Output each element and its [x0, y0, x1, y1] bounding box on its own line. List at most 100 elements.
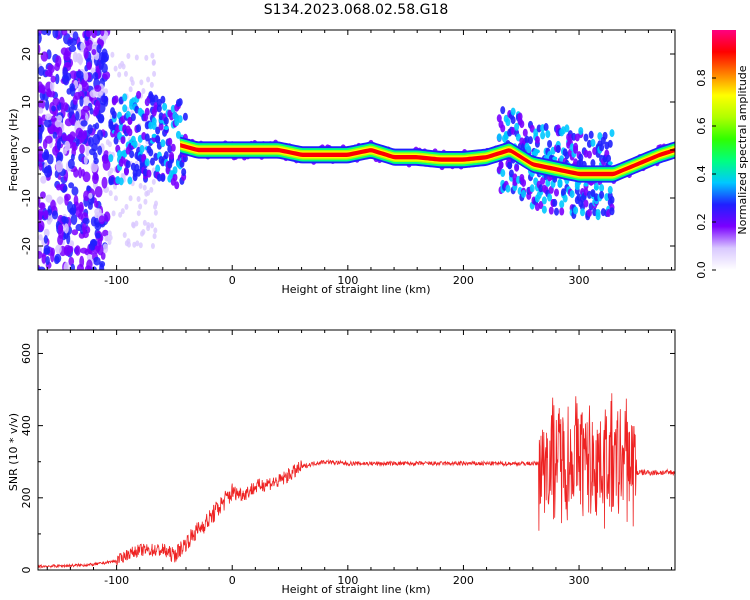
- spectrogram-cell: [573, 142, 579, 151]
- spectrogram-cell: [602, 131, 608, 140]
- spectrogram-cell: [128, 86, 133, 93]
- spectrogram-cell: [141, 87, 146, 94]
- spectrogram-cell: [609, 195, 615, 204]
- spectrogram-cell: [39, 202, 46, 211]
- spectrogram-cell: [127, 128, 133, 137]
- spectrogram-cell: [78, 129, 85, 138]
- spectrogram-cell: [507, 161, 513, 170]
- spectrogram-cell: [131, 221, 136, 228]
- spectrogram-cell: [64, 194, 69, 206]
- spectrogram-cell: [149, 81, 154, 88]
- spectrogram-cell: [55, 55, 62, 68]
- spectrogram-cells: [38, 30, 675, 270]
- spectrogram-cell: [521, 189, 527, 198]
- spectrogram-cell: [82, 96, 91, 104]
- spectrogram-cell: [151, 59, 156, 66]
- spectrogram-x-tick-label: 100: [337, 274, 358, 287]
- spectrogram-cell: [38, 222, 42, 230]
- spectrogram-cell: [96, 129, 104, 141]
- spectrogram-cell: [144, 158, 150, 167]
- spectrogram-cell: [82, 231, 89, 239]
- spectrogram-y-tick-label: -20: [20, 237, 33, 255]
- spectrogram-cell: [148, 148, 154, 157]
- spectrogram-cell: [78, 54, 83, 66]
- spectrogram-cell: [547, 139, 553, 148]
- spectrogram-cell: [55, 244, 62, 254]
- spectrogram-cell: [557, 180, 563, 185]
- spectrogram-cell: [102, 229, 109, 237]
- spectrogram-cell: [607, 139, 613, 148]
- spectrogram-cell: [160, 95, 166, 104]
- spectrogram-cell: [123, 167, 129, 176]
- spectrogram-cell: [125, 160, 131, 169]
- spectrogram-cell: [52, 30, 59, 39]
- spectrogram-cell: [120, 208, 125, 215]
- spectrogram-cell: [38, 234, 43, 241]
- spectrogram-cell: [87, 124, 93, 135]
- spectrogram-cell: [127, 176, 133, 185]
- spectrogram-cell: [70, 213, 78, 226]
- spectrogram-cell: [552, 198, 558, 207]
- spectrogram-cell: [93, 173, 98, 181]
- spectrogram-cell: [51, 210, 59, 220]
- spectrogram-cell: [505, 184, 511, 193]
- spectrogram-cell: [86, 259, 93, 270]
- spectrogram-cell: [90, 161, 98, 173]
- spectrogram-cell: [514, 122, 520, 131]
- spectrogram-cell: [153, 200, 158, 207]
- spectrogram-cell: [547, 193, 553, 202]
- spectrogram-cell: [118, 63, 123, 70]
- spectrogram-x-axis-label: Height of straight line (km): [281, 283, 430, 296]
- spectrogram-cell: [52, 97, 60, 106]
- spectrogram-cell: [64, 140, 71, 152]
- spectrogram-cell: [38, 266, 46, 270]
- spectrogram-cell: [510, 107, 516, 116]
- spectrogram-cell: [113, 95, 119, 104]
- spectrogram-cell: [97, 113, 105, 124]
- spectrogram-cell: [514, 163, 520, 172]
- spectrogram-cell: [85, 30, 92, 38]
- spectrogram-cell: [177, 115, 183, 124]
- colorbar-tick-label: 0.6: [695, 117, 708, 135]
- spectrogram-cell: [54, 253, 62, 263]
- spectrogram-cell: [607, 185, 613, 194]
- spectrogram-cell: [43, 235, 48, 244]
- colorbar-ticks: 0.0 0.2 0.4 0.6 0.8: [695, 69, 716, 279]
- spectrogram-x-tick-label: 0: [229, 274, 236, 287]
- spectrogram-cell: [68, 256, 75, 266]
- spectrogram-cell: [121, 173, 126, 180]
- spectrogram-cell: [151, 117, 157, 126]
- spectrogram-y-tick-label: 0: [20, 147, 33, 154]
- spectrogram-cell: [43, 118, 52, 128]
- spectrogram-cell: [174, 181, 180, 190]
- spectrogram-cell: [101, 63, 108, 74]
- spectrogram-cell: [124, 203, 129, 210]
- spectrogram-cell: [83, 47, 89, 60]
- spectrogram-cell: [61, 133, 68, 142]
- spectrogram-cell: [55, 184, 62, 191]
- spectrogram-cell: [63, 223, 69, 234]
- spectrogram-cell: [559, 200, 565, 209]
- spectrogram-cell: [94, 122, 100, 130]
- colorbar-tick-label: 0.2: [695, 213, 708, 231]
- spectrogram-cell: [44, 69, 53, 77]
- spectrogram-cell: [51, 105, 56, 112]
- spectrogram-cell: [136, 90, 142, 99]
- spectrogram-cell: [43, 244, 51, 255]
- colorbar-label: Normalized spectral amplitude: [736, 65, 749, 234]
- colorbar-tick-label: 0.0: [695, 261, 708, 279]
- colorbar-tick-label: 0.4: [695, 165, 708, 183]
- spectrogram-cell: [129, 76, 134, 83]
- spectrogram-cell: [129, 150, 135, 159]
- spectrogram-cell: [96, 44, 102, 54]
- spectrogram-cell: [83, 190, 90, 202]
- snr-y-tick-label: 600: [20, 343, 33, 364]
- spectrogram-cell: [149, 157, 155, 166]
- spectrogram-cell: [599, 143, 605, 152]
- spectrogram-cell: [38, 162, 43, 171]
- spectrogram-cell: [508, 169, 514, 178]
- spectrogram-cell: [564, 124, 570, 133]
- spectrogram-cell: [104, 88, 109, 95]
- spectrogram-cell: [578, 126, 584, 135]
- spectrogram-cell: [82, 129, 88, 140]
